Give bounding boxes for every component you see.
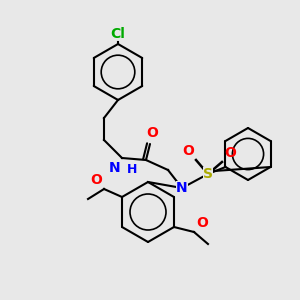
Text: O: O (224, 146, 236, 160)
Text: H: H (127, 163, 137, 176)
Text: N: N (108, 161, 120, 175)
Text: O: O (182, 144, 194, 158)
Text: O: O (196, 216, 208, 230)
Text: N: N (176, 181, 188, 195)
Text: O: O (90, 173, 102, 187)
Text: Cl: Cl (111, 27, 125, 41)
Text: S: S (203, 167, 213, 181)
Text: O: O (146, 126, 158, 140)
